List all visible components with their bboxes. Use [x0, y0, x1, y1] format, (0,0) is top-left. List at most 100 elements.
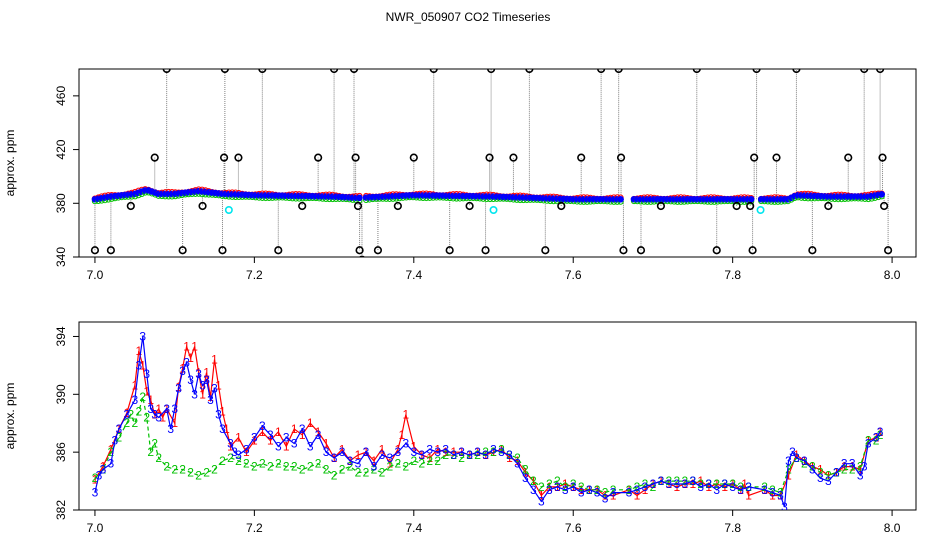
series-2-label: 2 [116, 431, 123, 445]
series-2-label: 2 [275, 457, 282, 471]
raw-spike-point [150, 153, 159, 162]
raw-spike-point [351, 153, 360, 162]
series-1-label: 1 [825, 468, 832, 482]
series-2-label: 2 [642, 477, 649, 491]
series-3-label: 3 [363, 445, 370, 459]
series-3-label: 3 [705, 477, 712, 491]
series-1-label: 1 [705, 480, 712, 494]
series-2-label: 2 [371, 463, 378, 477]
x-tick-label: 7.0 [87, 268, 104, 282]
series-2-label: 2 [713, 477, 720, 491]
series-1-label: 1 [267, 434, 274, 448]
series-3-label: 3 [474, 445, 481, 459]
series-3-label: 3 [227, 436, 234, 450]
x-tick-label: 7.8 [724, 521, 741, 535]
raw-spike-point [219, 153, 229, 162]
raw-spike-point [880, 201, 889, 211]
series-2-label: 2 [355, 465, 362, 479]
series-3-label: 3 [825, 474, 832, 488]
series-3-label: 3 [610, 486, 617, 500]
raw-spike-point [445, 246, 454, 255]
series-1-label: 1 [877, 425, 884, 439]
series-3-label: 3 [538, 494, 545, 508]
series-2-label: 2 [195, 468, 202, 482]
raw-spike-point [808, 246, 817, 255]
series-3-label: 3 [167, 422, 174, 436]
series-2-label: 2 [434, 454, 441, 468]
series-2-label: 2 [187, 465, 194, 479]
x-tick-label: 7.2 [246, 521, 263, 535]
raw-spike-point [577, 153, 586, 162]
raw-spike-point [878, 153, 887, 162]
series-2-label: 2 [395, 457, 402, 471]
series-1-label: 1 [259, 425, 266, 439]
raw-spike-point [106, 246, 115, 255]
series-1-label: 1 [379, 442, 386, 456]
series-3-label: 3 [339, 445, 346, 459]
series-3-label: 3 [789, 445, 796, 459]
series-1-label: 1 [100, 460, 107, 474]
series-2-label: 2 [530, 474, 537, 488]
series-3-label: 3 [809, 463, 816, 477]
series-3-label: 3 [865, 436, 872, 450]
series-1-label: 1 [143, 384, 150, 398]
series-3-label: 3 [857, 468, 864, 482]
series-2-label: 2 [203, 465, 210, 479]
series-3-label: 3 [135, 358, 142, 372]
series-3-point [356, 194, 363, 202]
series-1-label: 1 [283, 439, 290, 453]
series-3-label: 3 [681, 477, 688, 491]
series-3-label: 3 [434, 445, 441, 459]
series-2-label: 2 [865, 434, 872, 448]
series-1-label: 1 [398, 428, 405, 442]
raw-spike-point [525, 69, 534, 74]
series-1-label: 1 [530, 474, 537, 488]
series-2-label: 2 [634, 480, 641, 494]
series-3-label: 3 [92, 486, 99, 500]
raw-spike-point [198, 201, 207, 211]
series-3-label: 3 [291, 436, 298, 450]
series-2-label: 2 [817, 465, 824, 479]
series-3-label: 3 [199, 379, 206, 393]
series-3-label: 3 [402, 436, 409, 450]
series-2-label: 2 [155, 451, 162, 465]
series-3-label: 3 [689, 474, 696, 488]
series-1-label: 1 [355, 448, 362, 462]
series-2-label: 2 [379, 465, 386, 479]
series-3-label: 3 [578, 486, 585, 500]
raw-spike-point [712, 246, 721, 255]
series-3-label: 3 [498, 445, 505, 459]
panel-1: 7.0 7.2 7.4 7.6 7.8 8.0 340 380 420 460 approx. pp… [3, 68, 917, 282]
series-3-label: 3 [626, 486, 633, 500]
series-2-label: 2 [387, 460, 394, 474]
series-1-label: 1 [450, 445, 457, 459]
series-2-label: 2 [761, 480, 768, 494]
raw-spike-point [541, 246, 550, 255]
series-3-label: 3 [175, 382, 182, 396]
series-2-label: 2 [785, 463, 792, 477]
y-tick-label: 394 [54, 326, 68, 346]
series-2-label: 2 [108, 445, 115, 459]
series-1-label: 1 [191, 340, 198, 354]
y-tick-label: 390 [54, 384, 68, 404]
series-3-label: 3 [666, 477, 673, 491]
series-3-label: 3 [211, 382, 218, 396]
series-2-label: 2 [135, 405, 142, 419]
series-2-label: 2 [538, 480, 545, 494]
series-2-label: 2 [147, 445, 154, 459]
series-1-label: 1 [339, 442, 346, 456]
series-2-label: 2 [171, 463, 178, 477]
series-1-label: 1 [841, 460, 848, 474]
series-3-label: 3 [203, 373, 210, 387]
series-1-label: 1 [634, 489, 641, 503]
series-2-label: 2 [219, 454, 226, 468]
series-2-label: 2 [877, 428, 884, 442]
series-2-label: 2 [482, 445, 489, 459]
series-2-label: 2 [474, 448, 481, 462]
series-3-label: 3 [674, 477, 681, 491]
series-3-label: 3 [116, 422, 123, 436]
series-1-label: 1 [745, 489, 752, 503]
series-3-label: 3 [215, 408, 222, 422]
series-2-label: 2 [650, 480, 657, 494]
